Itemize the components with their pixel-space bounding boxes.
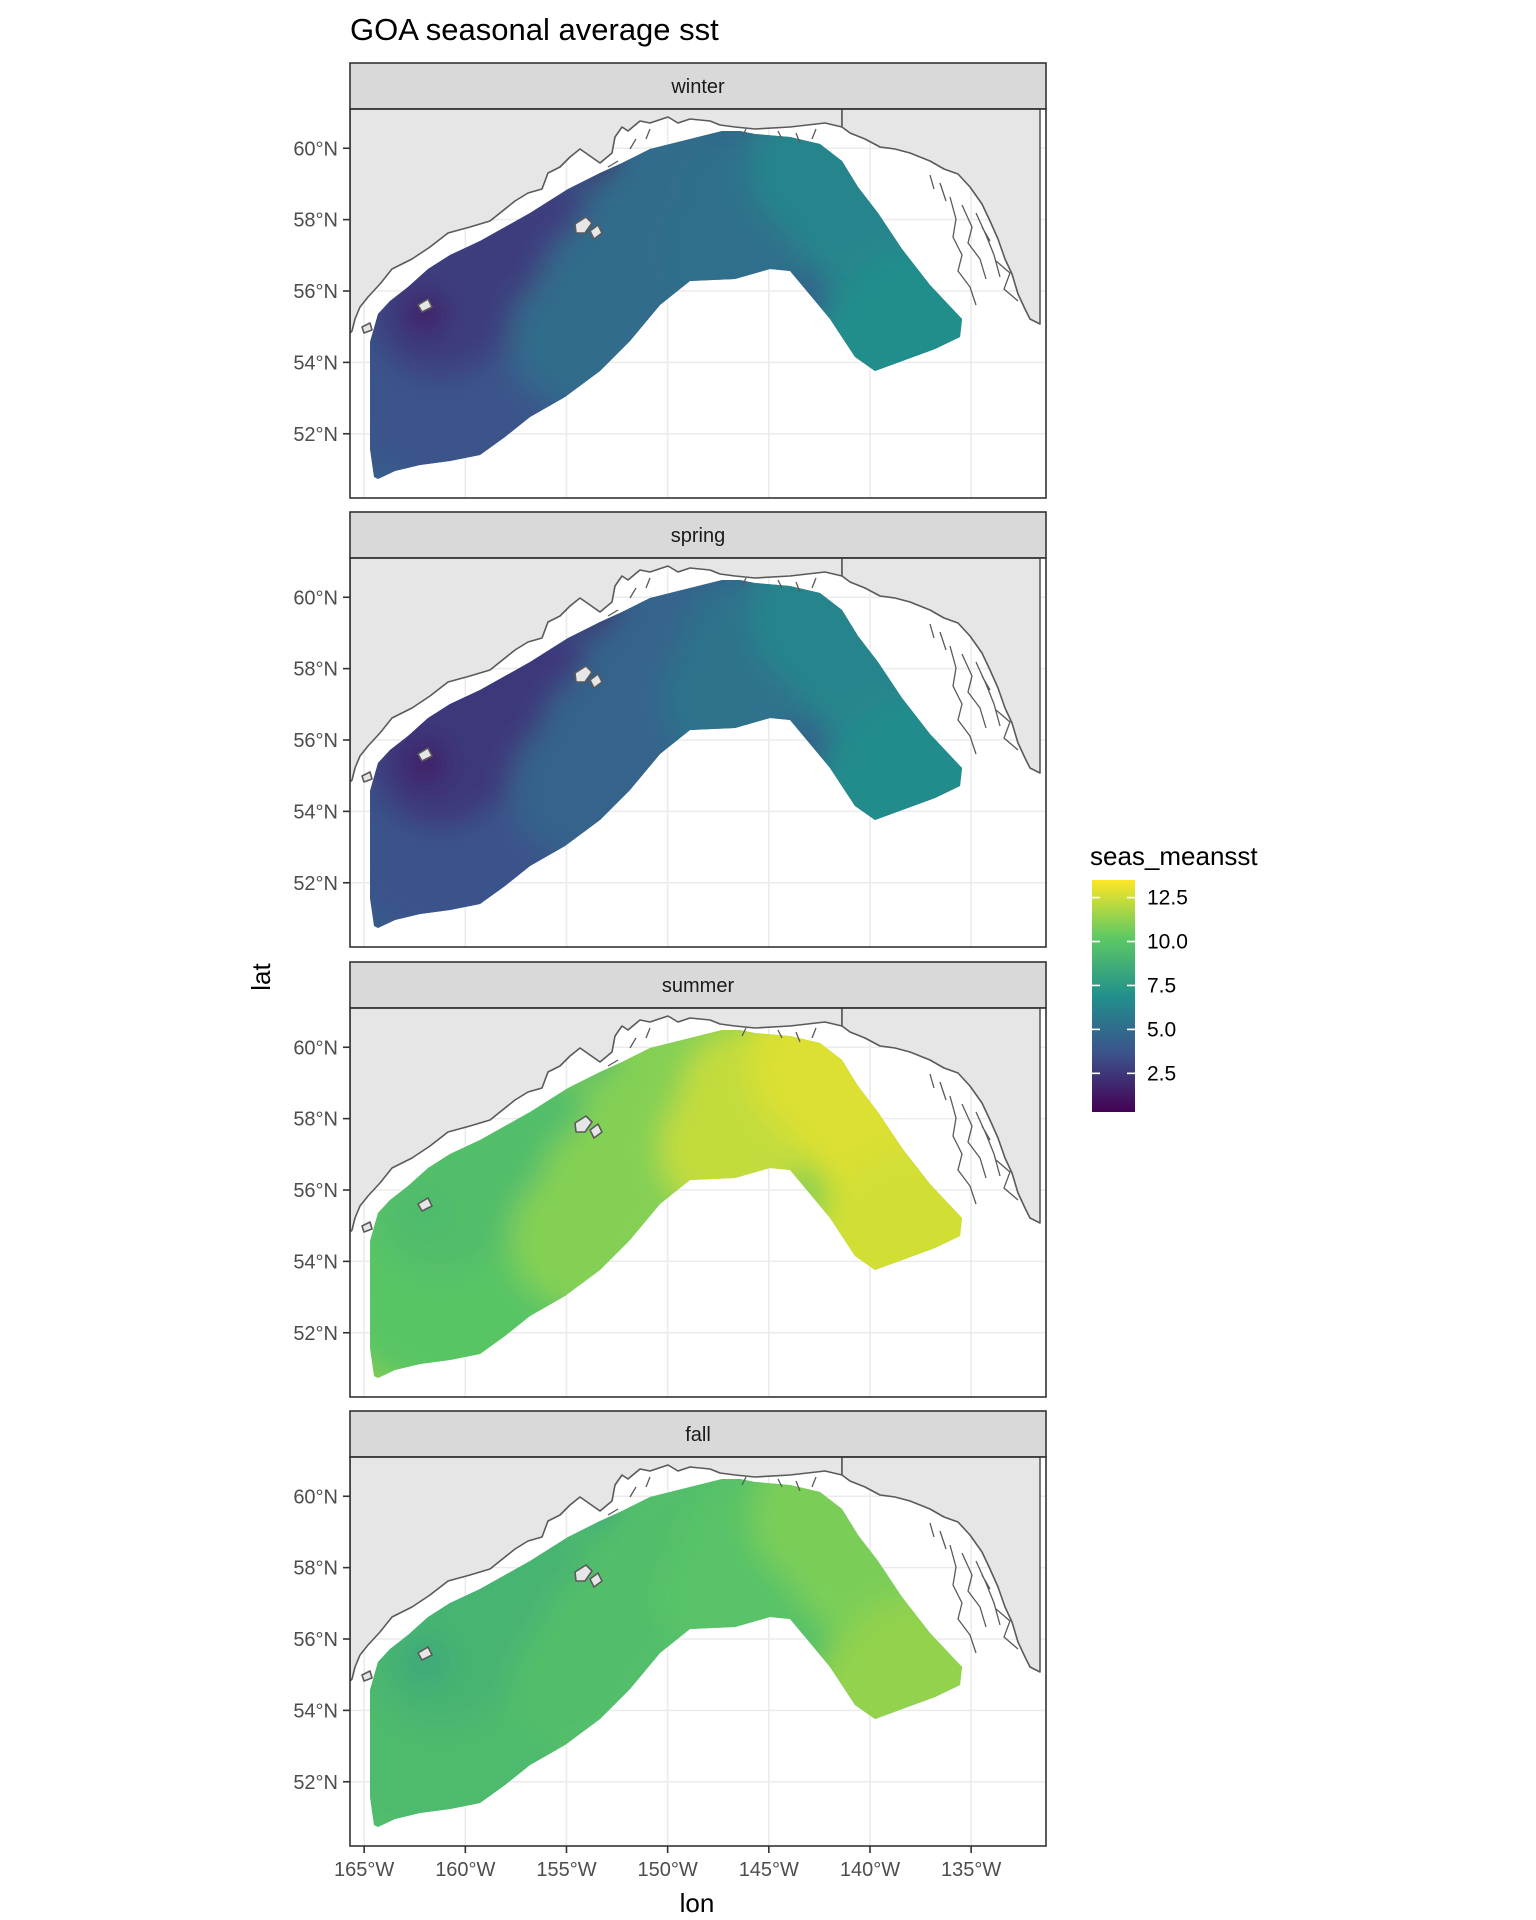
panel-border	[349, 1456, 1047, 1847]
facet-panels: winter 52°N 54°N 56°N 58°N 60°N spring 52°N 54°N…	[293, 62, 1047, 1881]
x-axis-title: lon	[680, 1888, 715, 1918]
legend-label: 12.5	[1147, 887, 1188, 910]
facet-strip	[349, 1410, 1047, 1458]
y-tick-label: 52°N	[293, 1772, 338, 1794]
facet-panel-fall: fall 52°N 54°N 56°N 58°N 60°N 165°W 160°W 155°W 1…	[293, 1410, 1047, 1881]
facet-strip-label: fall	[685, 1424, 711, 1446]
chart-title: GOA seasonal average sst	[350, 12, 719, 47]
x-tick-label: 145°W	[739, 1859, 799, 1881]
facet-strip-label: spring	[671, 525, 725, 547]
sst-cell-nw_bay	[403, 741, 447, 785]
y-tick-label: 58°N	[293, 659, 338, 681]
y-tick-label: 56°N	[293, 1180, 338, 1202]
x-tick-label: 135°W	[941, 1859, 1001, 1881]
facet-strip	[349, 511, 1047, 559]
y-tick-label: 52°N	[293, 1323, 338, 1345]
y-tick-label: 56°N	[293, 730, 338, 752]
panel-border	[349, 1007, 1047, 1398]
y-tick-label: 56°N	[293, 1629, 338, 1651]
y-tick-label: 60°N	[293, 1037, 338, 1059]
legend-label: 10.0	[1147, 931, 1188, 954]
y-tick-label: 54°N	[293, 352, 338, 374]
legend-label: 7.5	[1147, 974, 1176, 997]
panel-border	[349, 108, 1047, 499]
sst-cell-nw_bay	[403, 1640, 447, 1684]
y-tick-label: 60°N	[293, 138, 338, 160]
legend-title: seas_meansst	[1090, 841, 1258, 871]
panel-border	[349, 557, 1047, 948]
y-tick-label: 54°N	[293, 1700, 338, 1722]
sst-cell-nw_bay	[403, 1191, 447, 1235]
facet-panel-winter: winter 52°N 54°N 56°N 58°N 60°N	[293, 62, 1047, 499]
legend-label: 5.0	[1147, 1018, 1176, 1041]
y-tick-label: 56°N	[293, 281, 338, 303]
y-tick-label: 58°N	[293, 1109, 338, 1131]
x-tick-label: 150°W	[638, 1859, 698, 1881]
facet-strip	[349, 961, 1047, 1009]
x-tick-label: 165°W	[334, 1859, 394, 1881]
y-tick-label: 58°N	[293, 1558, 338, 1580]
y-tick-label: 52°N	[293, 424, 338, 446]
legend-colorbar	[1092, 880, 1135, 1112]
sst-cell-nw_bay	[403, 292, 447, 336]
x-tick-label: 140°W	[840, 1859, 900, 1881]
legend-ticks: 12.5 10.0 7.5 5.0 2.5	[1092, 887, 1188, 1085]
x-tick-label: 160°W	[435, 1859, 495, 1881]
y-tick-label: 52°N	[293, 873, 338, 895]
y-tick-label: 54°N	[293, 1251, 338, 1273]
facet-strip	[349, 62, 1047, 110]
y-tick-label: 58°N	[293, 210, 338, 232]
color-legend: seas_meansst 12.5 10.0 7.5 5.0 2.5	[1090, 841, 1258, 1112]
x-tick-label: 155°W	[536, 1859, 596, 1881]
facet-panel-summer: summer 52°N 54°N 56°N 58°N 60°N	[293, 961, 1047, 1398]
y-tick-label: 60°N	[293, 1486, 338, 1508]
facet-strip-label: summer	[662, 975, 735, 997]
legend-label: 2.5	[1147, 1062, 1176, 1085]
y-axis-title: lat	[246, 962, 276, 990]
y-tick-label: 54°N	[293, 801, 338, 823]
facet-panel-spring: spring 52°N 54°N 56°N 58°N 60°N	[293, 511, 1047, 948]
y-tick-label: 60°N	[293, 587, 338, 609]
facet-strip-label: winter	[670, 76, 725, 98]
